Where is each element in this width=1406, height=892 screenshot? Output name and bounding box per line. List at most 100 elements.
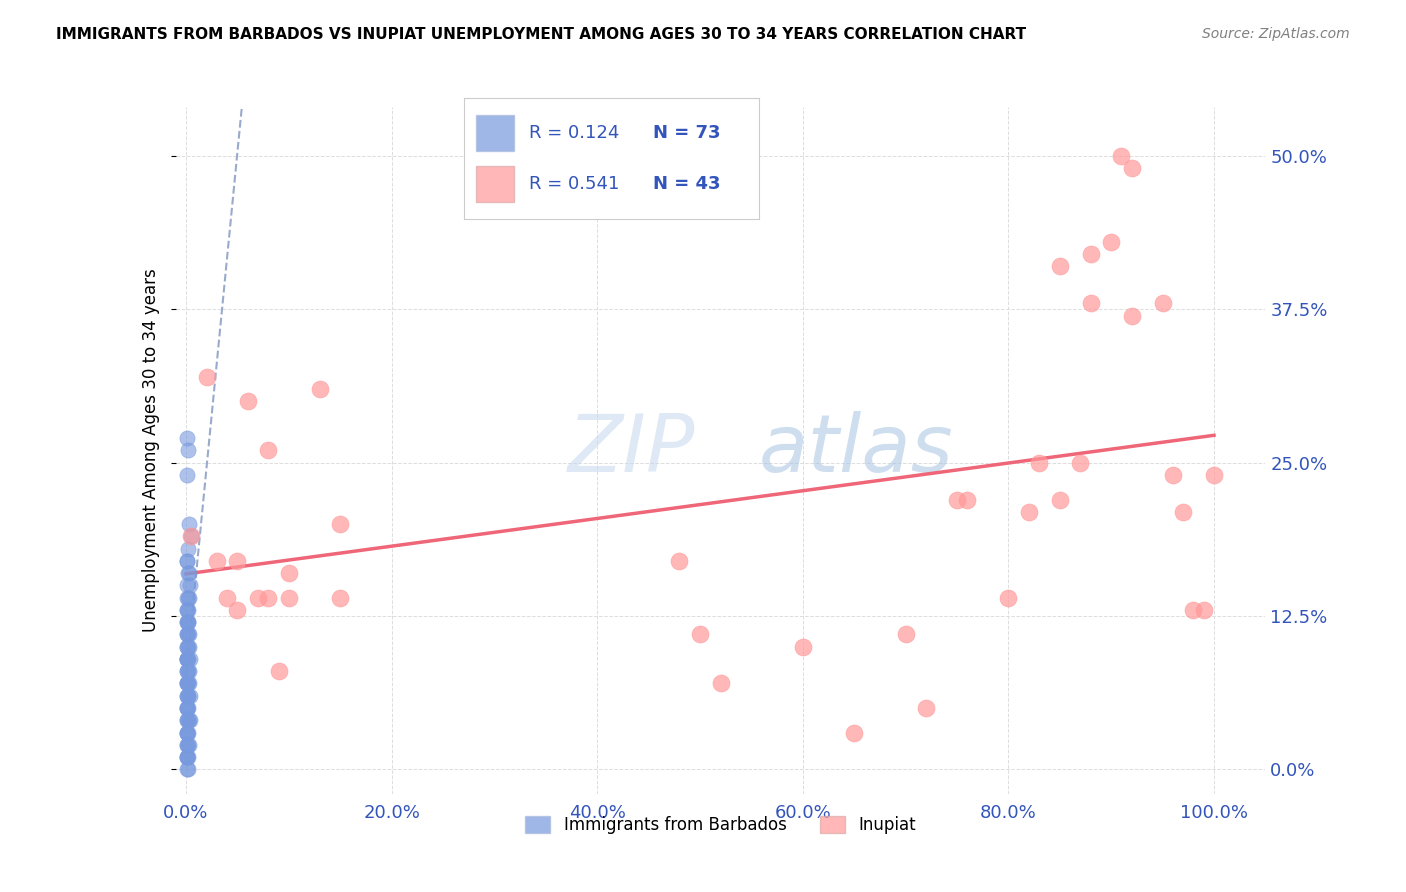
Point xyxy=(176,652,198,666)
Point xyxy=(179,689,201,703)
Text: N = 43: N = 43 xyxy=(652,175,720,193)
Point xyxy=(176,676,198,690)
Point xyxy=(226,603,249,617)
Point xyxy=(1161,467,1184,482)
Point xyxy=(997,591,1019,605)
Point xyxy=(177,701,200,715)
Point xyxy=(1080,247,1102,261)
Point xyxy=(179,591,201,605)
Point xyxy=(217,591,239,605)
Point xyxy=(176,627,198,641)
Point xyxy=(668,554,690,568)
Point xyxy=(177,603,200,617)
Point xyxy=(176,689,198,703)
Point xyxy=(1080,296,1102,310)
Point xyxy=(1182,603,1205,617)
Point xyxy=(176,676,198,690)
Y-axis label: Unemployment Among Ages 30 to 34 years: Unemployment Among Ages 30 to 34 years xyxy=(142,268,160,632)
Point xyxy=(179,738,201,752)
Point xyxy=(277,591,299,605)
Point xyxy=(1049,492,1071,507)
Point xyxy=(176,615,198,630)
Point xyxy=(177,689,200,703)
Point xyxy=(179,566,201,581)
Point xyxy=(1049,260,1071,274)
FancyBboxPatch shape xyxy=(475,166,515,202)
Point xyxy=(176,603,198,617)
Point xyxy=(1028,456,1050,470)
Point xyxy=(956,492,979,507)
Point xyxy=(267,664,290,679)
Point xyxy=(180,529,202,543)
Point xyxy=(177,762,200,776)
Point xyxy=(176,725,198,739)
Point xyxy=(177,738,200,752)
Text: R = 0.541: R = 0.541 xyxy=(529,175,619,193)
Text: R = 0.124: R = 0.124 xyxy=(529,124,619,142)
Point xyxy=(1018,505,1040,519)
Point xyxy=(176,676,198,690)
Point xyxy=(1121,309,1143,323)
Point xyxy=(1202,467,1225,482)
Point xyxy=(329,591,352,605)
Point xyxy=(176,578,198,592)
Point xyxy=(1111,149,1133,163)
Point xyxy=(1152,296,1174,310)
Point xyxy=(177,676,200,690)
Point xyxy=(176,738,198,752)
Point xyxy=(176,750,198,764)
Point xyxy=(176,652,198,666)
Text: N = 73: N = 73 xyxy=(652,124,720,142)
Point xyxy=(177,714,200,728)
Point xyxy=(176,640,198,654)
Point xyxy=(179,676,201,690)
Point xyxy=(1121,161,1143,176)
Point xyxy=(277,566,299,581)
Point xyxy=(177,664,200,679)
Point xyxy=(1173,505,1195,519)
Point xyxy=(177,750,200,764)
Point xyxy=(176,467,198,482)
Point xyxy=(177,566,200,581)
Point xyxy=(195,369,218,384)
Point xyxy=(177,689,200,703)
Point xyxy=(226,554,249,568)
Legend: Immigrants from Barbados, Inupiat: Immigrants from Barbados, Inupiat xyxy=(519,809,922,840)
Point xyxy=(179,627,201,641)
Point xyxy=(176,652,198,666)
Point xyxy=(176,664,198,679)
Point xyxy=(946,492,969,507)
Point xyxy=(710,676,733,690)
Text: Source: ZipAtlas.com: Source: ZipAtlas.com xyxy=(1202,27,1350,41)
Point xyxy=(179,517,201,532)
Point xyxy=(792,640,814,654)
Point xyxy=(176,714,198,728)
Point xyxy=(915,701,938,715)
Point xyxy=(179,714,201,728)
Point xyxy=(176,431,198,445)
Text: ZIP: ZIP xyxy=(568,411,696,490)
Point xyxy=(177,443,200,458)
Point xyxy=(257,443,280,458)
Point xyxy=(179,652,201,666)
Point xyxy=(177,725,200,739)
Point xyxy=(236,394,259,409)
Point xyxy=(176,664,198,679)
Point xyxy=(176,762,198,776)
Point xyxy=(176,701,198,715)
Point xyxy=(179,664,201,679)
Point xyxy=(179,640,201,654)
Point xyxy=(176,725,198,739)
Point xyxy=(176,701,198,715)
Point xyxy=(176,615,198,630)
Point xyxy=(177,640,200,654)
Point xyxy=(257,591,280,605)
Point xyxy=(176,725,198,739)
Text: IMMIGRANTS FROM BARBADOS VS INUPIAT UNEMPLOYMENT AMONG AGES 30 TO 34 YEARS CORRE: IMMIGRANTS FROM BARBADOS VS INUPIAT UNEM… xyxy=(56,27,1026,42)
Point xyxy=(177,627,200,641)
Point xyxy=(844,725,866,739)
Point xyxy=(177,615,200,630)
Point xyxy=(246,591,269,605)
FancyBboxPatch shape xyxy=(475,115,515,151)
Point xyxy=(176,689,198,703)
